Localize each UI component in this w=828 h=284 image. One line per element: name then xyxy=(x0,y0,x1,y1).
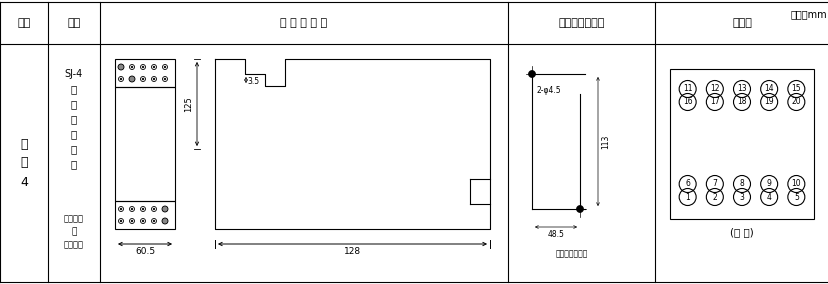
Text: 8: 8 xyxy=(739,179,744,189)
Text: 1: 1 xyxy=(685,193,689,202)
Circle shape xyxy=(575,206,583,212)
Text: 螺钉安装开孔图: 螺钉安装开孔图 xyxy=(555,250,587,258)
Text: 19: 19 xyxy=(763,97,773,106)
Text: 60.5: 60.5 xyxy=(135,247,155,256)
Bar xyxy=(115,59,175,87)
Text: 10: 10 xyxy=(791,179,800,189)
Circle shape xyxy=(120,78,122,80)
Circle shape xyxy=(153,78,155,80)
Circle shape xyxy=(153,66,155,68)
Circle shape xyxy=(142,78,144,80)
Text: 单位：mm: 单位：mm xyxy=(789,9,826,19)
Text: 或: 或 xyxy=(71,227,77,237)
Circle shape xyxy=(131,78,132,80)
Text: 接: 接 xyxy=(70,144,77,154)
Text: 前: 前 xyxy=(70,129,77,139)
Bar xyxy=(115,87,175,201)
Circle shape xyxy=(142,220,144,222)
Text: 出: 出 xyxy=(70,99,77,109)
Text: 2-φ4.5: 2-φ4.5 xyxy=(537,86,561,95)
Circle shape xyxy=(131,208,132,210)
Text: 2: 2 xyxy=(711,193,716,202)
Circle shape xyxy=(118,64,124,70)
Text: 6: 6 xyxy=(685,179,689,189)
Text: 113: 113 xyxy=(600,134,609,149)
Circle shape xyxy=(120,66,122,68)
Text: 9: 9 xyxy=(766,179,771,189)
Circle shape xyxy=(528,70,535,78)
Text: 凸: 凸 xyxy=(70,84,77,94)
Text: (正 视): (正 视) xyxy=(729,227,753,237)
Text: 14: 14 xyxy=(763,85,773,93)
Text: 11: 11 xyxy=(682,85,691,93)
Text: 端子图: 端子图 xyxy=(731,18,751,28)
Text: 3.5: 3.5 xyxy=(247,77,259,86)
Text: 20: 20 xyxy=(791,97,800,106)
Circle shape xyxy=(120,220,122,222)
Circle shape xyxy=(120,208,122,210)
Text: 125: 125 xyxy=(184,96,193,112)
Text: 外 形 尺 寸 图: 外 形 尺 寸 图 xyxy=(280,18,327,28)
Text: 4: 4 xyxy=(766,193,771,202)
Bar xyxy=(669,69,813,219)
Circle shape xyxy=(153,220,155,222)
Circle shape xyxy=(129,76,135,82)
Bar xyxy=(115,201,175,229)
Text: 17: 17 xyxy=(709,97,719,106)
Text: 48.5: 48.5 xyxy=(547,230,564,239)
Circle shape xyxy=(142,208,144,210)
Circle shape xyxy=(142,66,144,68)
Text: 图号: 图号 xyxy=(17,18,31,28)
Circle shape xyxy=(164,208,166,210)
Circle shape xyxy=(131,66,132,68)
Circle shape xyxy=(161,218,168,224)
Circle shape xyxy=(164,220,166,222)
Text: 12: 12 xyxy=(710,85,719,93)
Circle shape xyxy=(164,66,166,68)
Text: 式: 式 xyxy=(70,114,77,124)
Circle shape xyxy=(131,220,132,222)
Text: 线: 线 xyxy=(70,159,77,169)
Text: SJ-4: SJ-4 xyxy=(65,69,83,79)
Circle shape xyxy=(161,206,168,212)
Text: 卡轨安装: 卡轨安装 xyxy=(64,214,84,224)
Text: 附
图
4: 附 图 4 xyxy=(20,137,28,189)
Text: 螺钉安装: 螺钉安装 xyxy=(64,241,84,250)
Text: 13: 13 xyxy=(736,85,746,93)
Text: 安装开孔尺寸图: 安装开孔尺寸图 xyxy=(557,18,604,28)
Text: 7: 7 xyxy=(711,179,716,189)
Text: 5: 5 xyxy=(793,193,798,202)
Circle shape xyxy=(164,78,166,80)
Text: 16: 16 xyxy=(682,97,691,106)
Text: 15: 15 xyxy=(791,85,800,93)
Text: 18: 18 xyxy=(736,97,746,106)
Text: 3: 3 xyxy=(739,193,744,202)
Circle shape xyxy=(153,208,155,210)
Text: 结构: 结构 xyxy=(67,18,80,28)
Text: 128: 128 xyxy=(344,247,361,256)
